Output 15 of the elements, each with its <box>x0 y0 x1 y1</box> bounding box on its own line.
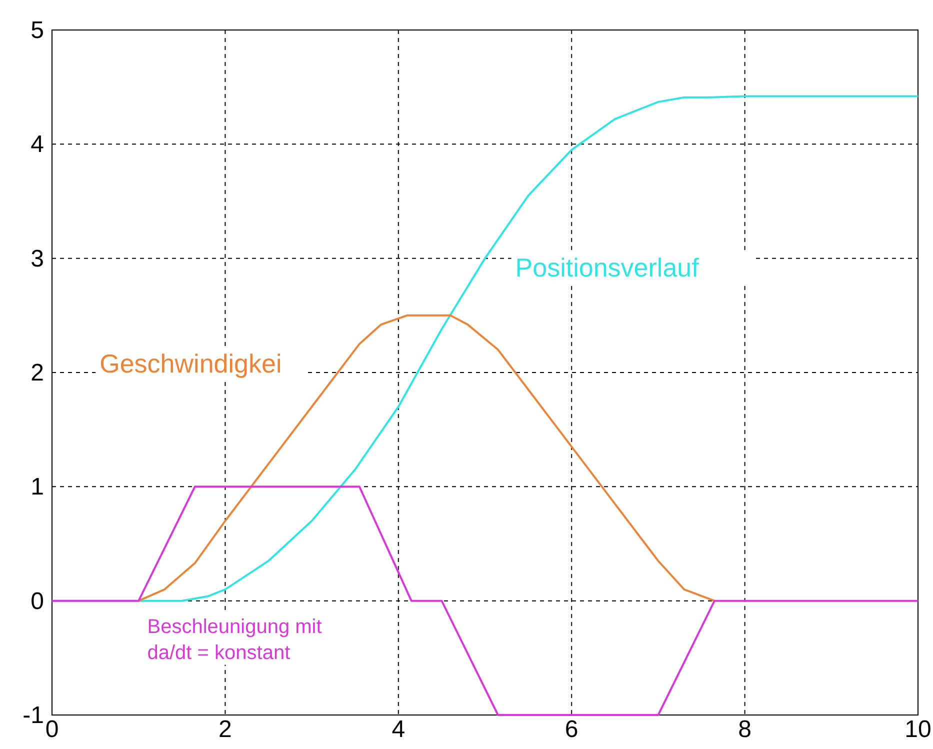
x-tick-label: 8 <box>738 716 752 743</box>
series-label: Geschwindigkei <box>100 348 282 378</box>
y-tick-label: 0 <box>30 588 44 615</box>
series-label: Positionsverlauf <box>515 252 700 283</box>
y-tick-label: 5 <box>30 17 44 44</box>
y-tick-label: -1 <box>22 702 44 729</box>
x-tick-label: 2 <box>218 716 232 743</box>
x-tick-label: 6 <box>564 716 578 743</box>
y-tick-label: 3 <box>30 245 44 272</box>
x-tick-label: 4 <box>392 716 406 743</box>
y-tick-label: 2 <box>30 360 44 386</box>
series-label: Beschleunigung mit da/dt = konstant <box>147 616 322 664</box>
x-tick-label: 10 <box>904 716 932 743</box>
y-tick-label: 1 <box>30 474 44 501</box>
y-tick-label: 4 <box>30 131 44 158</box>
